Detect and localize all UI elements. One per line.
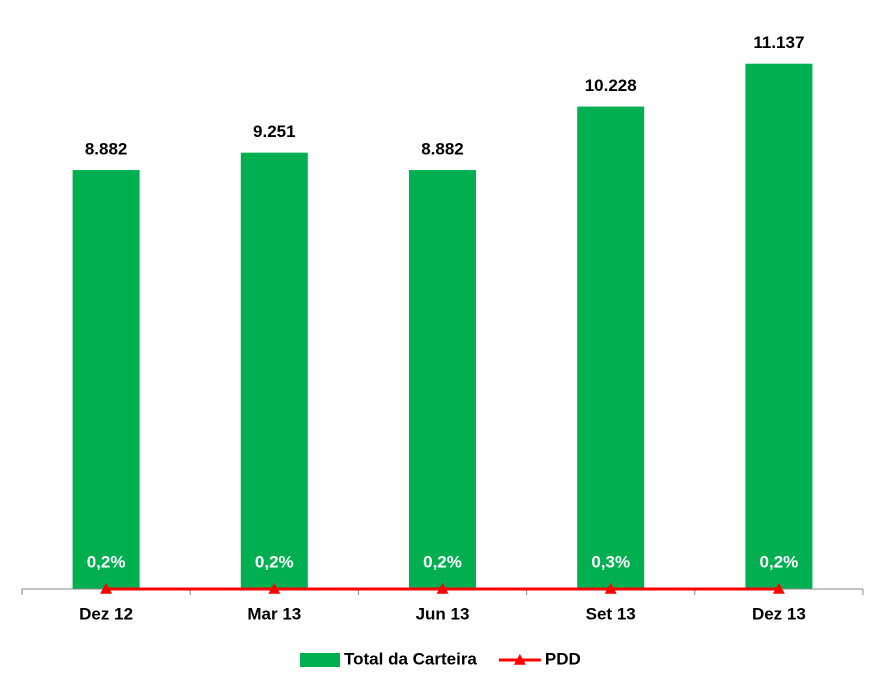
bar: [577, 106, 645, 589]
line-marker: [604, 582, 617, 594]
bar: [745, 63, 813, 589]
line-value-label: 0,2%: [255, 552, 294, 571]
legend-marker: [513, 654, 526, 665]
x-tick-label: Mar 13: [247, 604, 301, 623]
bar-value-label: 9.251: [253, 122, 296, 141]
bar: [72, 170, 140, 589]
line-value-label: 0,3%: [591, 552, 630, 571]
x-tick-label: Dez 12: [79, 604, 133, 623]
line-marker: [268, 582, 281, 594]
x-tick-label: Set 13: [586, 604, 636, 623]
line-marker: [772, 582, 785, 594]
bar-value-label: 8.882: [421, 140, 464, 159]
bar: [409, 170, 476, 589]
line-marker: [436, 582, 449, 594]
x-tick-label: Dez 13: [752, 604, 806, 623]
bar: [240, 152, 308, 589]
legend-label: PDD: [545, 649, 581, 668]
bar-value-label: 10.228: [585, 76, 637, 95]
bar-value-label: 11.137: [753, 33, 804, 52]
x-tick-label: Jun 13: [416, 604, 470, 623]
bar-value-label: 8.882: [85, 140, 128, 159]
line-value-label: 0,2%: [87, 552, 126, 571]
line-marker: [100, 582, 113, 594]
legend-swatch: [300, 653, 340, 667]
line-value-label: 0,2%: [760, 552, 799, 571]
legend-label: Total da Carteira: [344, 649, 477, 668]
line-value-label: 0,2%: [423, 552, 462, 571]
